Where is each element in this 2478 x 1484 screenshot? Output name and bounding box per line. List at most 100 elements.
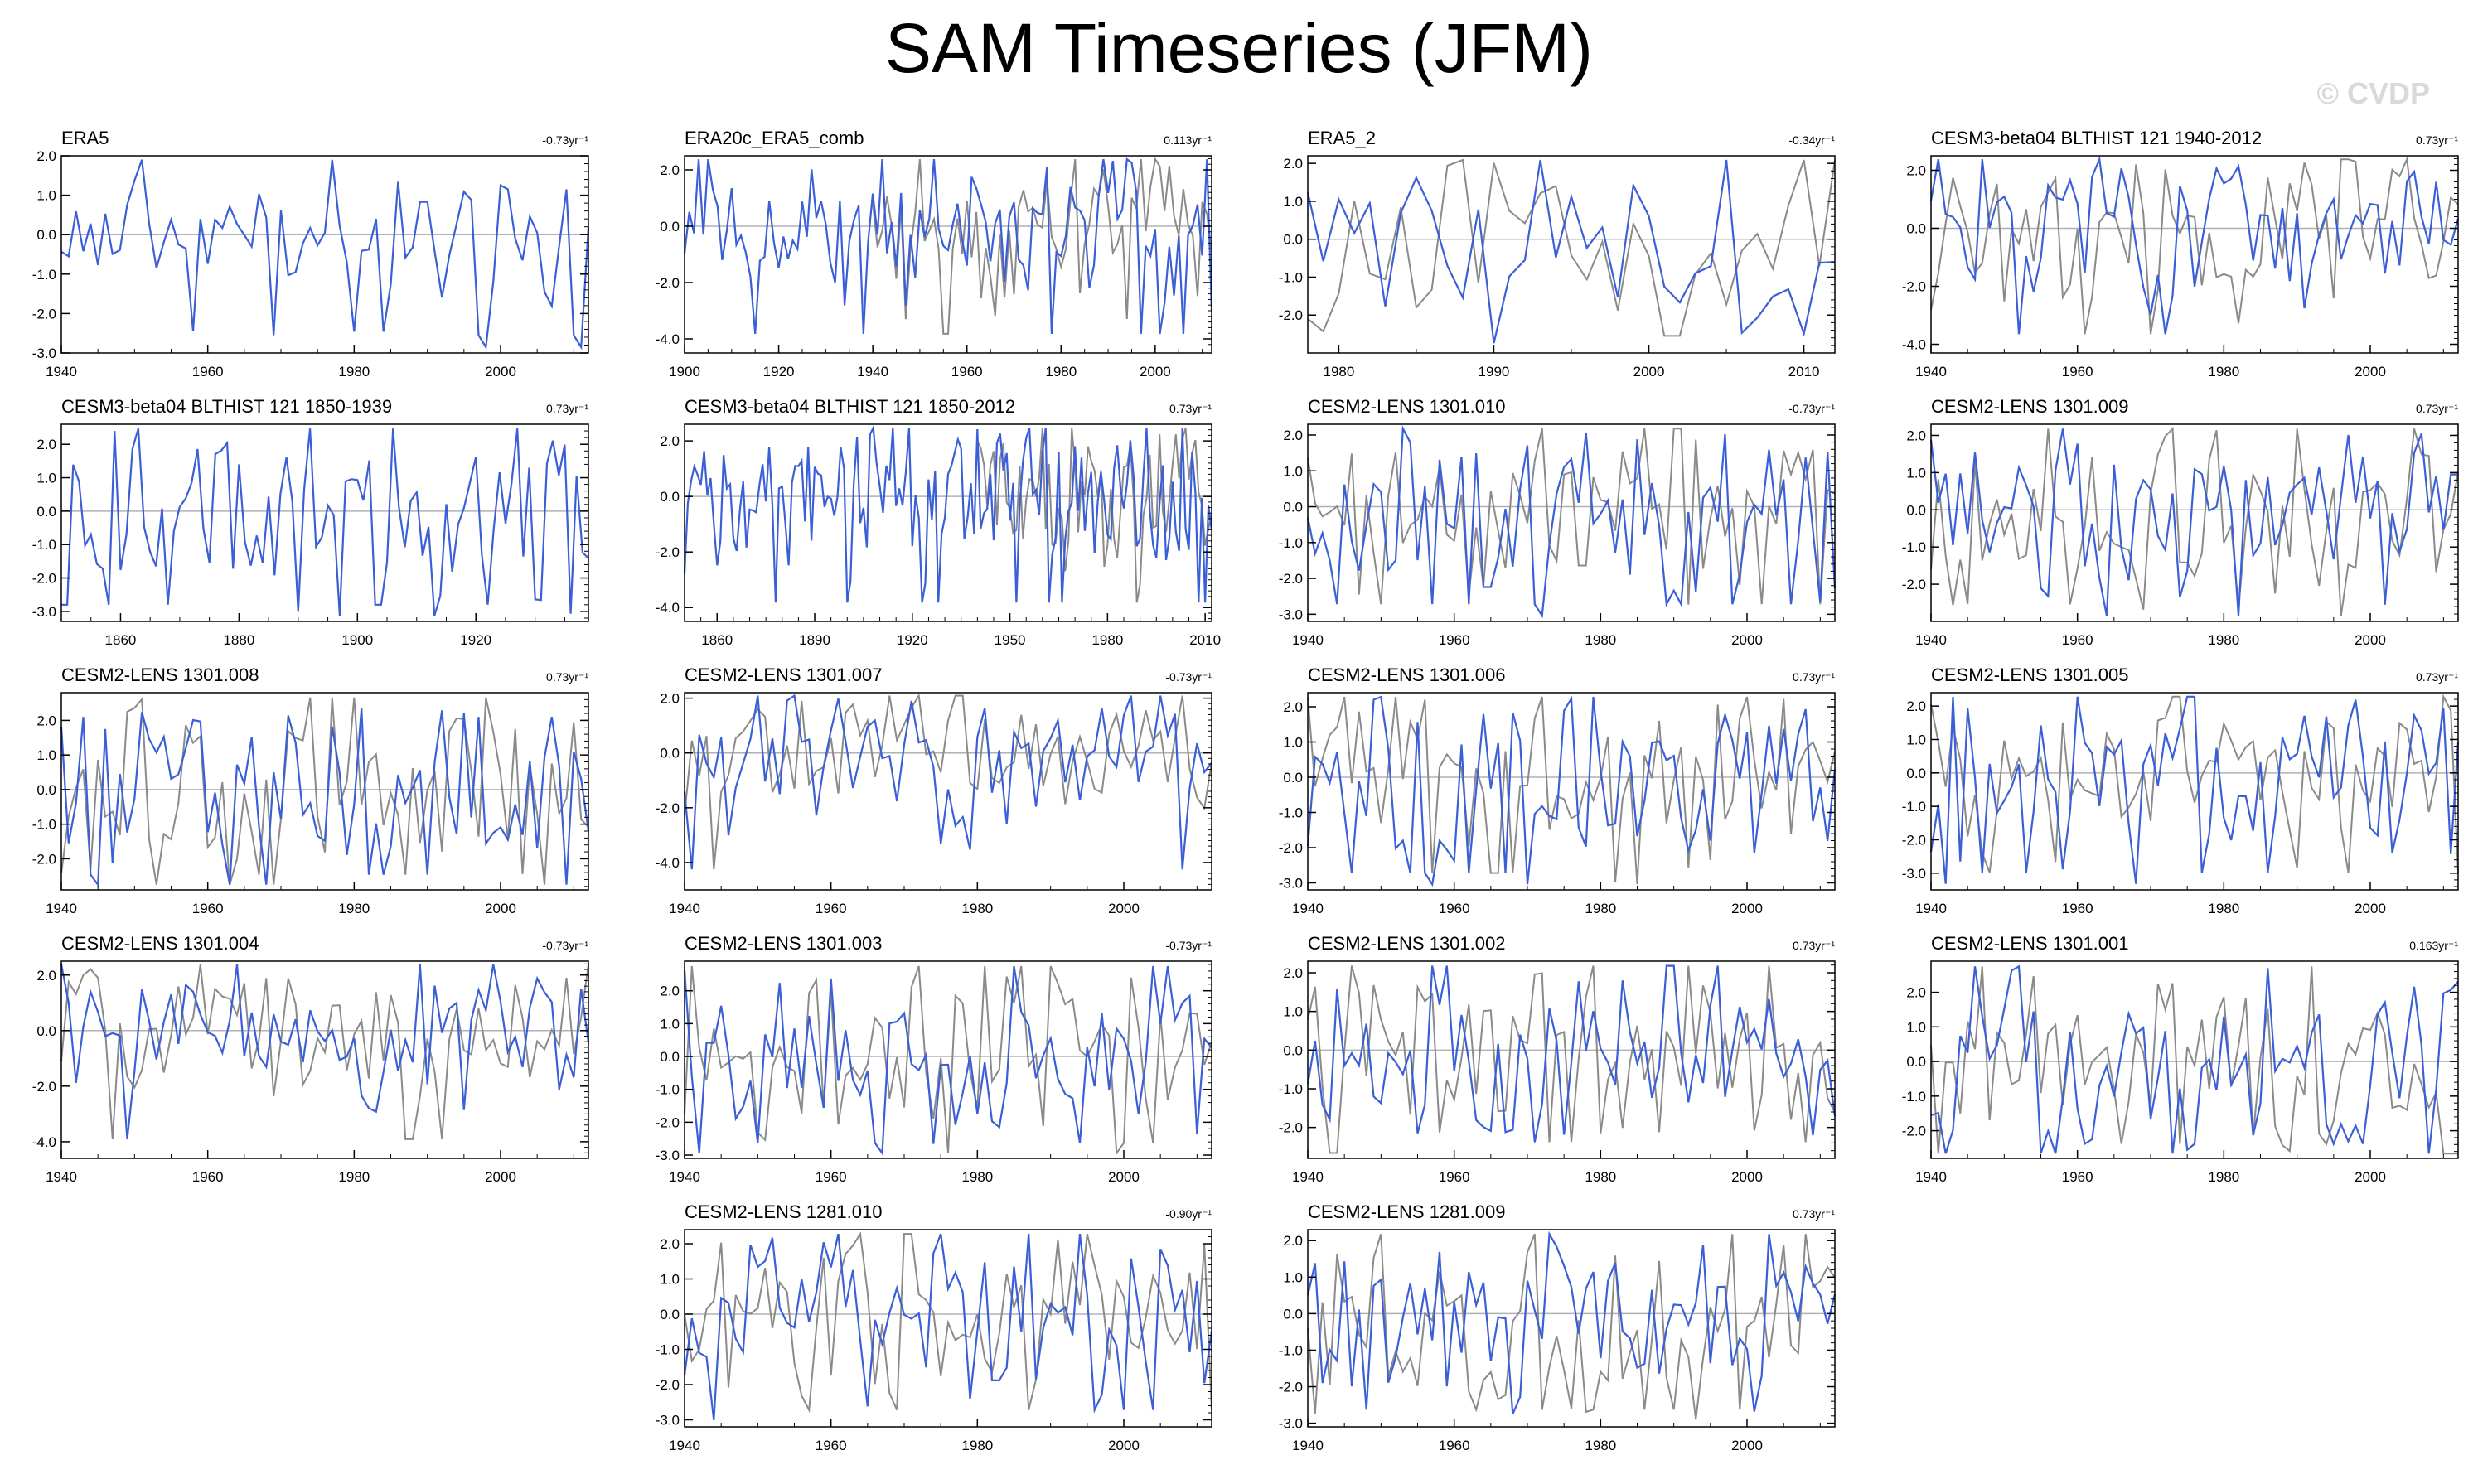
x-tick-label: 2000 xyxy=(1731,632,1763,648)
panel-title: CESM3-beta04 BLTHIST 121 1850-1939 xyxy=(61,396,392,417)
x-tick-label: 1920 xyxy=(897,632,928,648)
y-tick-label: -3.0 xyxy=(1279,1416,1303,1432)
y-tick-label: 1.0 xyxy=(36,188,56,204)
y-tick-label: 2.0 xyxy=(660,162,680,178)
panel-6: CESM2-LENS 1301.010 -0.73yr⁻¹ 2.0 1.0 0.0 -1.… xyxy=(1279,396,1837,648)
model-series-line xyxy=(60,964,590,1140)
trend-label: 0.73yr⁻¹ xyxy=(1169,402,1212,415)
x-tick-label: 1980 xyxy=(2208,632,2239,648)
y-tick-label: 0.0 xyxy=(1283,770,1303,786)
x-tick-label: 1960 xyxy=(2062,901,2093,916)
x-tick-label: 2000 xyxy=(1633,364,1665,379)
y-tick-label: 1.0 xyxy=(1283,463,1303,479)
panel-13: CESM2-LENS 1301.003 -0.73yr⁻¹ 2.0 1.0 0.0 -1.… xyxy=(656,933,1212,1185)
observed-series-line xyxy=(684,1231,1212,1414)
x-tick-label: 1900 xyxy=(669,364,700,379)
plot-frame xyxy=(1930,692,2459,891)
x-tick-label: 1960 xyxy=(816,901,847,916)
x-tick-label: 2000 xyxy=(1108,1169,1140,1185)
panel-4: CESM3-beta04 BLTHIST 121 1850-1939 0.73yr… xyxy=(32,396,589,648)
x-tick-label: 1950 xyxy=(995,632,1026,648)
x-tick-label: 1890 xyxy=(799,632,830,648)
x-tick-label: 1940 xyxy=(1915,901,1947,916)
y-tick-label: -4.0 xyxy=(656,331,680,347)
y-tick-label: -1.0 xyxy=(1279,805,1303,821)
y-tick-label: -3.0 xyxy=(32,346,56,361)
trend-label: -0.73yr⁻¹ xyxy=(1788,402,1835,415)
panel-title: CESM2-LENS 1301.009 xyxy=(1931,396,2128,417)
trend-label: 0.73yr⁻¹ xyxy=(1793,1207,1835,1221)
observed-series-line xyxy=(1307,1233,1836,1420)
trend-label: -0.73yr⁻¹ xyxy=(542,133,588,147)
x-tick-label: 2000 xyxy=(2355,901,2386,916)
y-tick-label: -2.0 xyxy=(1902,1124,1926,1139)
y-tick-label: -1.0 xyxy=(656,1082,680,1098)
x-tick-label: 1980 xyxy=(961,1438,993,1453)
x-tick-label: 1860 xyxy=(105,632,137,648)
model-series-line xyxy=(1306,1230,1837,1415)
figure-title: SAM Timeseries (JFM) xyxy=(884,9,1594,87)
y-tick-label: 1.0 xyxy=(1906,732,1926,747)
x-tick-label: 1960 xyxy=(192,1169,224,1185)
y-tick-label: 2.0 xyxy=(36,713,56,728)
x-tick-label: 1940 xyxy=(1915,632,1947,648)
y-tick-label: 2.0 xyxy=(660,1236,680,1252)
x-tick-label: 1920 xyxy=(763,364,795,379)
y-tick-label: 2.0 xyxy=(1283,156,1303,172)
x-tick-label: 1940 xyxy=(46,1169,77,1185)
y-tick-label: 0.0 xyxy=(660,1049,680,1065)
y-tick-label: -2.0 xyxy=(1279,307,1303,323)
panel-12: CESM2-LENS 1301.004 -0.73yr⁻¹ 2.0 0.0 -2.0 -4… xyxy=(32,933,590,1185)
plot-frame xyxy=(1307,692,1836,891)
x-tick-label: 2000 xyxy=(1108,901,1140,916)
y-tick-label: 1.0 xyxy=(36,747,56,763)
x-tick-label: 1980 xyxy=(338,901,370,916)
y-tick-label: -2.0 xyxy=(1902,279,1926,295)
y-tick-label: -3.0 xyxy=(656,1148,680,1163)
x-tick-label: 1980 xyxy=(1585,1169,1616,1185)
y-tick-label: 0.0 xyxy=(660,219,680,234)
x-tick-label: 1980 xyxy=(1091,632,1123,648)
y-tick-label: -1.0 xyxy=(32,537,56,553)
y-tick-label: 0.0 xyxy=(1906,502,1926,518)
observed-series-line xyxy=(1930,427,2459,616)
y-tick-label: -2.0 xyxy=(32,851,56,867)
x-tick-label: 1960 xyxy=(816,1438,847,1453)
panel-title: CESM2-LENS 1301.004 xyxy=(61,933,259,954)
x-tick-label: 1940 xyxy=(669,1438,700,1453)
x-tick-label: 1960 xyxy=(2062,1169,2093,1185)
y-tick-label: -2.0 xyxy=(1279,1120,1303,1136)
x-tick-label: 2000 xyxy=(1108,1438,1140,1453)
observed-series-line xyxy=(1307,428,1836,605)
y-tick-label: -1.0 xyxy=(1902,1089,1926,1105)
y-tick-label: 1.0 xyxy=(36,471,56,486)
observed-series-line xyxy=(1930,966,2458,1155)
x-tick-label: 1980 xyxy=(1045,364,1077,379)
plot-frame xyxy=(60,692,589,891)
y-tick-label: 0.0 xyxy=(36,1023,56,1039)
y-tick-label: 2.0 xyxy=(1283,699,1303,715)
y-tick-label: 0.0 xyxy=(1906,221,1926,237)
y-tick-label: -1.0 xyxy=(1279,1081,1303,1097)
panel-2: ERA5_2 -0.34yr⁻¹ 2.0 1.0 0.0 -1.0 -2.0 1980 1990… xyxy=(1279,128,1836,379)
y-tick-label: 1.0 xyxy=(1283,1269,1303,1285)
y-tick-label: -3.0 xyxy=(32,604,56,620)
y-tick-label: 2.0 xyxy=(660,691,680,707)
x-tick-label: 1980 xyxy=(2208,364,2239,379)
x-tick-label: 1940 xyxy=(1915,1169,1947,1185)
model-series-line xyxy=(61,428,589,616)
y-tick-label: -2.0 xyxy=(1279,840,1303,856)
y-tick-label: -1.0 xyxy=(1279,535,1303,551)
y-tick-label: 0.0 xyxy=(660,746,680,761)
panel-title: ERA20c_ERA5_comb xyxy=(685,128,864,148)
y-tick-label: -4.0 xyxy=(656,600,680,616)
y-tick-label: 0.0 xyxy=(1906,1054,1926,1070)
panel-title: ERA5_2 xyxy=(1308,128,1376,148)
x-tick-label: 1900 xyxy=(341,632,373,648)
y-tick-label: 2.0 xyxy=(36,148,56,164)
trend-label: -0.73yr⁻¹ xyxy=(1165,939,1212,952)
panel-title: CESM2-LENS 1301.001 xyxy=(1931,933,2128,954)
trend-label: -0.34yr⁻¹ xyxy=(1788,133,1835,147)
x-tick-label: 1980 xyxy=(2208,1169,2239,1185)
trend-label: 0.73yr⁻¹ xyxy=(546,402,588,415)
